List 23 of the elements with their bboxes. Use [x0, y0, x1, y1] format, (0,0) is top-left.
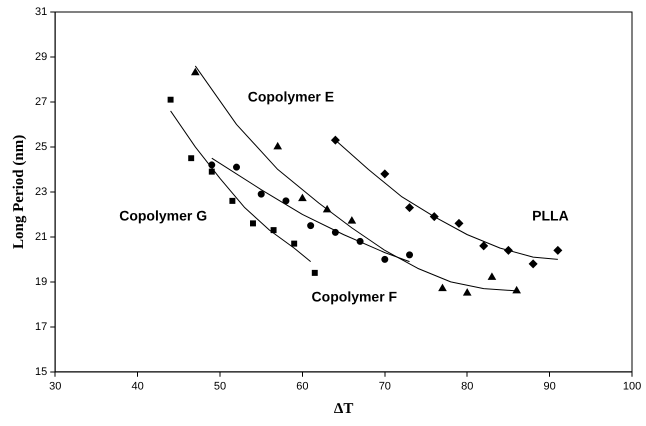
x-tick-label: 100 — [622, 380, 642, 392]
annotation: Copolymer E — [248, 88, 334, 104]
y-tick-label: 19 — [34, 276, 48, 288]
x-tick-label: 80 — [461, 380, 474, 392]
annotation: Copolymer F — [312, 288, 398, 304]
x-tick-label: 60 — [296, 380, 309, 392]
x-tick-label: 40 — [132, 380, 144, 392]
annotation: Copolymer G — [119, 207, 208, 224]
y-tick-label: 27 — [34, 96, 48, 108]
x-axis-title: ΔT — [334, 400, 354, 417]
y-tick-label: 31 — [34, 6, 48, 18]
x-tick-label: 70 — [378, 380, 391, 392]
x-tick-label: 30 — [49, 380, 62, 392]
y-tick-label: 21 — [34, 230, 48, 243]
x-tick-label: 50 — [214, 380, 226, 392]
x-tick-label: 90 — [543, 380, 556, 392]
y-axis-title: Long Period (nm) — [10, 134, 27, 249]
y-tick-label: 25 — [34, 140, 48, 153]
y-tick-label: 29 — [34, 51, 48, 64]
y-tick-label: 15 — [34, 366, 48, 378]
y-tick-label: 23 — [34, 186, 48, 198]
annotation: PLLA — [532, 207, 569, 224]
y-tick-label: 17 — [34, 320, 48, 333]
